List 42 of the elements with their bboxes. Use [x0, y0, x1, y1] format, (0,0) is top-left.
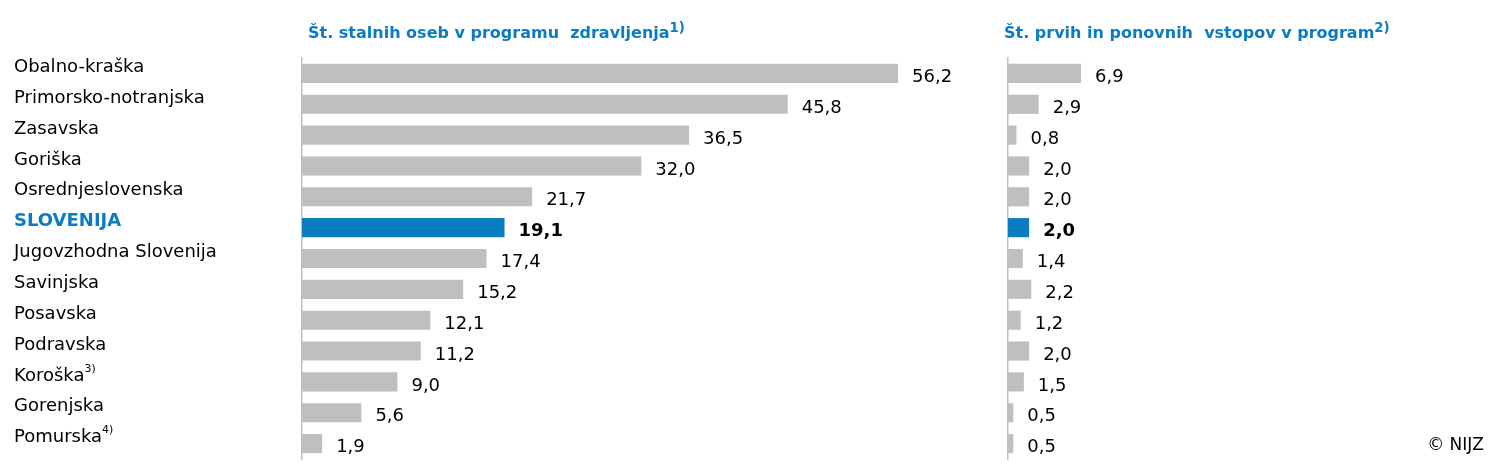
text: Št. prvih in ponovnih vstopov v program$^{2)}$ [1003, 19, 1391, 45]
y-tick-label: Gorenjska [14, 394, 104, 416]
data-label: 1,5 [1037, 373, 1067, 395]
data-label: 6,9 [1095, 65, 1124, 87]
data-label: 2,0 [1043, 342, 1072, 364]
data-label: 11,2 [434, 342, 475, 364]
data-label: 2,0 [1043, 188, 1072, 210]
data-label: 32,0 [655, 157, 696, 179]
data-label: 19,1 [518, 219, 563, 241]
y-tick-label: Primorsko-notranjska [14, 85, 205, 107]
y-tick-label: Obalno-kraška [14, 55, 145, 77]
data-label: 1,2 [1034, 311, 1064, 333]
data-label: 56,2 [912, 65, 953, 87]
data-label: 17,4 [500, 250, 541, 272]
bar [302, 218, 505, 238]
data-label: 2,9 [1052, 95, 1082, 117]
text: © NIJZ [1427, 434, 1484, 454]
y-tick-label: Savinjska [14, 271, 100, 293]
bar [1008, 218, 1030, 238]
data-label: 45,8 [801, 95, 842, 117]
y-tick-label: Zasavska [14, 116, 99, 138]
data-label: 21,7 [546, 188, 587, 210]
y-tick-label: Goriška [14, 147, 82, 169]
data-label: 0,8 [1030, 126, 1060, 148]
data-label: 2,0 [1043, 157, 1072, 179]
data-label: 12,1 [444, 311, 485, 333]
y-tick-label: Posavska [14, 301, 97, 323]
data-label: 2,0 [1043, 219, 1076, 241]
y-tick-label: SLOVENIJA [14, 209, 122, 231]
data-label: 15,2 [477, 281, 518, 303]
data-label: 1,9 [336, 435, 365, 457]
chart-title: Št. stalnih oseb v programu zdravljenja$^{1)}$ [307, 19, 686, 45]
y-tick-label: Jugovzhodna Slovenija [13, 240, 217, 262]
data-label: 5,6 [375, 404, 405, 426]
data-label: 0,5 [1027, 404, 1056, 426]
y-tick-label: Osrednjeslovenska [14, 178, 184, 200]
data-label: 2,2 [1045, 281, 1074, 303]
data-label: 36,5 [703, 126, 744, 148]
y-tick-label: Podravska [14, 332, 107, 354]
data-label: 9,0 [411, 373, 441, 395]
data-label: 1,4 [1036, 250, 1066, 272]
data-label: 0,5 [1027, 435, 1056, 457]
